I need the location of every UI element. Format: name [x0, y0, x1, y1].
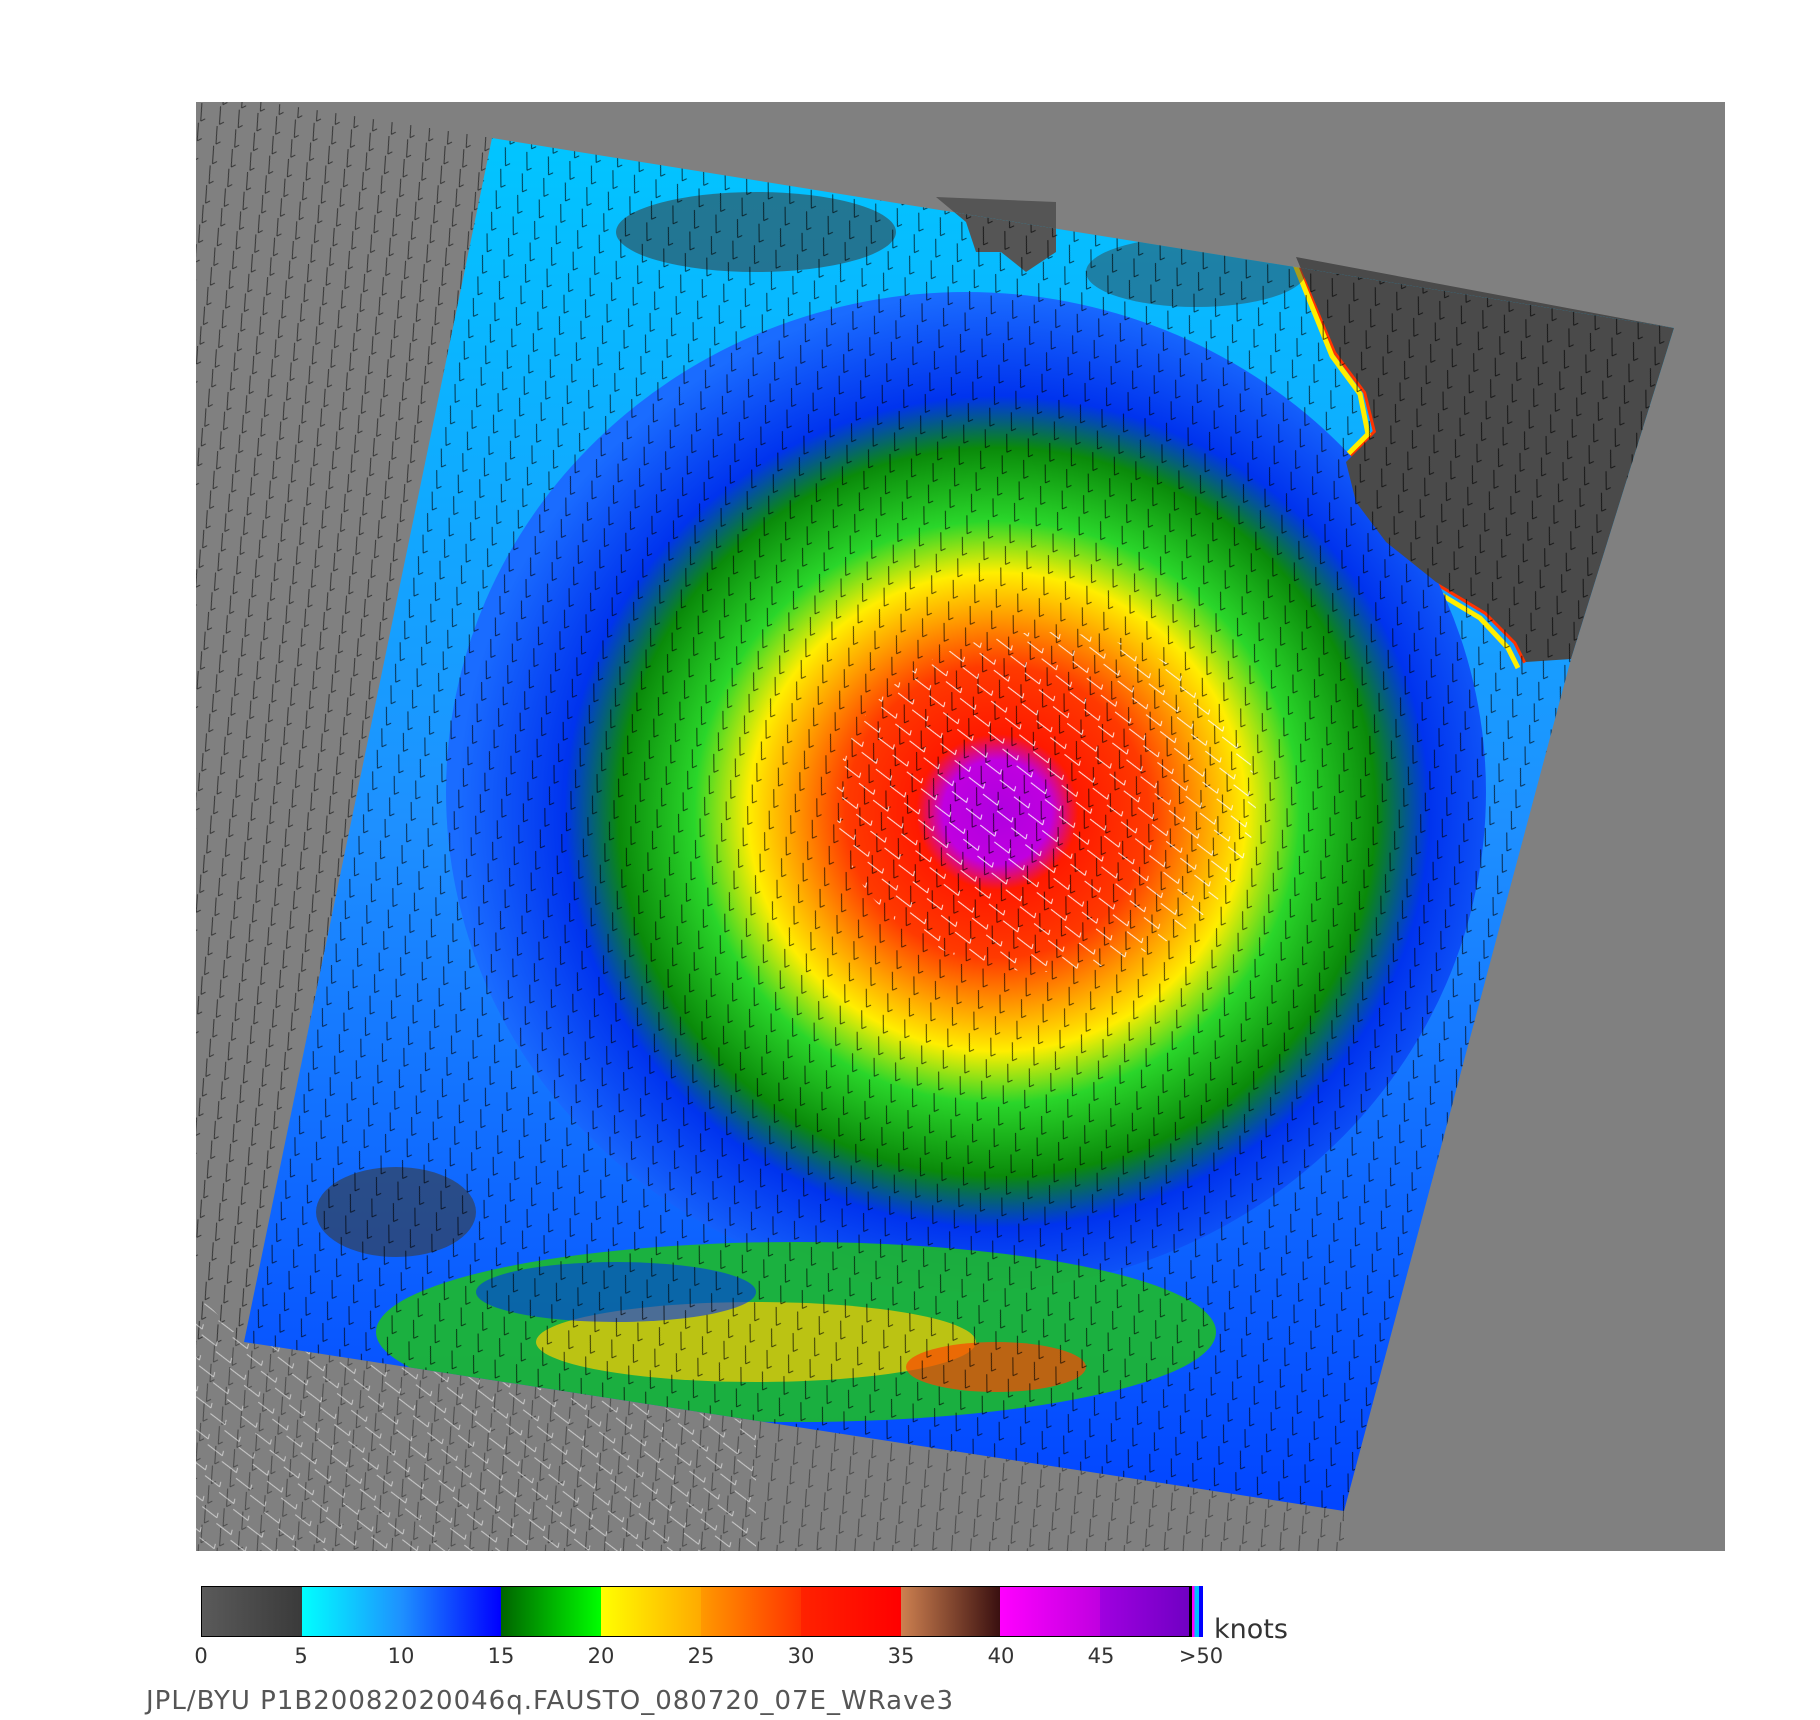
colorbar-segment	[800, 1587, 901, 1636]
colorbar-tick-label: 5	[294, 1644, 308, 1668]
colorbar-segment	[401, 1587, 502, 1636]
wind-speed-map	[196, 102, 1725, 1551]
colorbar-tick-label: 35	[887, 1644, 915, 1668]
colorbar-segment	[1100, 1587, 1200, 1636]
colorbar-segment	[1000, 1587, 1101, 1636]
colorbar-tick-label: 45	[1087, 1644, 1115, 1668]
colorbar-segment	[601, 1587, 701, 1636]
colorbar-tick-label: 15	[487, 1644, 515, 1668]
colorbar-units-label: knots	[1214, 1614, 1288, 1645]
colorbar-segment	[700, 1587, 801, 1636]
colorbar-tick-label: 10	[387, 1644, 415, 1668]
colorbar-segment	[301, 1587, 402, 1636]
colorbar-end-marker	[1189, 1586, 1203, 1637]
colorbar-segment	[202, 1587, 302, 1636]
scatterometer-swath	[244, 138, 1674, 1511]
colorbar-tick-label: 30	[787, 1644, 815, 1668]
wind-barbs-white-bottom-left	[196, 1292, 756, 1551]
footer-caption: JPL/BYU P1B20082020046q.FAUSTO_080720_07…	[146, 1686, 955, 1716]
colorbar-tick-label: 20	[587, 1644, 615, 1668]
colorbar-tick-label: 25	[687, 1644, 715, 1668]
wind-barbs-outside-left	[196, 102, 492, 1342]
colorbar-segment	[900, 1587, 1001, 1636]
colorbar-tick-label: 0	[194, 1644, 208, 1668]
wind-speed-colorbar	[201, 1586, 1201, 1637]
colorbar-segment	[501, 1587, 602, 1636]
wind-map-svg	[196, 102, 1674, 1551]
colorbar-tick-label: 40	[987, 1644, 1015, 1668]
colorbar-tick-label: >50	[1178, 1644, 1224, 1668]
